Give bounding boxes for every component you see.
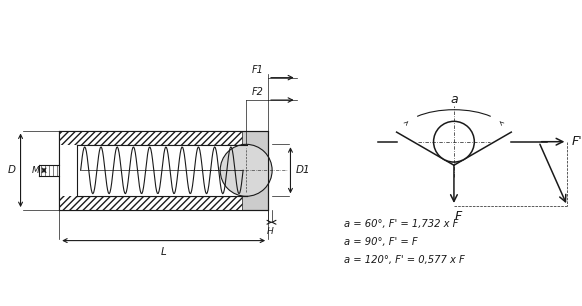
Text: a = 90°, F' = F: a = 90°, F' = F [344, 237, 417, 247]
Bar [59, 131, 268, 210]
Text: a = 120°, F' = 0,577 x F: a = 120°, F' = 0,577 x F [344, 255, 464, 265]
Text: D: D [8, 165, 16, 175]
Text: F': F' [572, 135, 582, 148]
Text: H: H [267, 227, 274, 236]
Bar [59, 145, 247, 196]
Text: a: a [450, 93, 458, 106]
Text: F: F [455, 210, 462, 223]
Text: a = 60°, F' = 1,732 x F: a = 60°, F' = 1,732 x F [344, 219, 458, 229]
Text: F2: F2 [252, 87, 264, 97]
Circle shape [220, 144, 272, 196]
Bar [59, 194, 242, 210]
Bar [59, 131, 242, 147]
Bar [77, 145, 247, 196]
Text: F1: F1 [252, 65, 264, 75]
Text: M: M [32, 166, 40, 175]
Text: D1: D1 [296, 165, 310, 175]
Circle shape [434, 121, 474, 162]
Text: L: L [161, 247, 166, 257]
